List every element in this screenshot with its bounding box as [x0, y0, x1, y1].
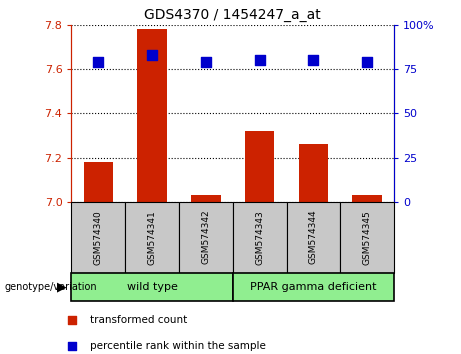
Bar: [179, 202, 233, 273]
Bar: [245, 131, 274, 202]
Text: GSM574341: GSM574341: [148, 210, 157, 264]
Text: GSM574345: GSM574345: [363, 210, 372, 264]
Point: [322, 156, 330, 162]
Text: transformed count: transformed count: [89, 315, 187, 325]
Bar: [137, 29, 167, 202]
Point: [148, 52, 156, 58]
Text: ▶: ▶: [57, 280, 67, 293]
Bar: [233, 202, 287, 273]
Text: GSM574340: GSM574340: [94, 210, 103, 264]
Bar: [125, 202, 179, 273]
Text: GSM574344: GSM574344: [309, 210, 318, 264]
Bar: [71, 273, 233, 301]
Point: [364, 59, 371, 65]
Bar: [83, 162, 113, 202]
Bar: [233, 273, 394, 301]
Bar: [191, 195, 221, 202]
Bar: [287, 202, 340, 273]
Title: GDS4370 / 1454247_a_at: GDS4370 / 1454247_a_at: [144, 8, 321, 22]
Bar: [71, 202, 125, 273]
Text: genotype/variation: genotype/variation: [5, 282, 97, 292]
Bar: [353, 195, 382, 202]
Bar: [299, 144, 328, 202]
Text: GSM574343: GSM574343: [255, 210, 264, 264]
Point: [256, 57, 263, 63]
Text: wild type: wild type: [127, 282, 177, 292]
Text: PPAR gamma deficient: PPAR gamma deficient: [250, 282, 377, 292]
Point: [202, 59, 210, 65]
Bar: [340, 202, 394, 273]
Text: GSM574342: GSM574342: [201, 210, 210, 264]
Text: percentile rank within the sample: percentile rank within the sample: [89, 341, 266, 350]
Point: [95, 59, 102, 65]
Point: [310, 57, 317, 63]
